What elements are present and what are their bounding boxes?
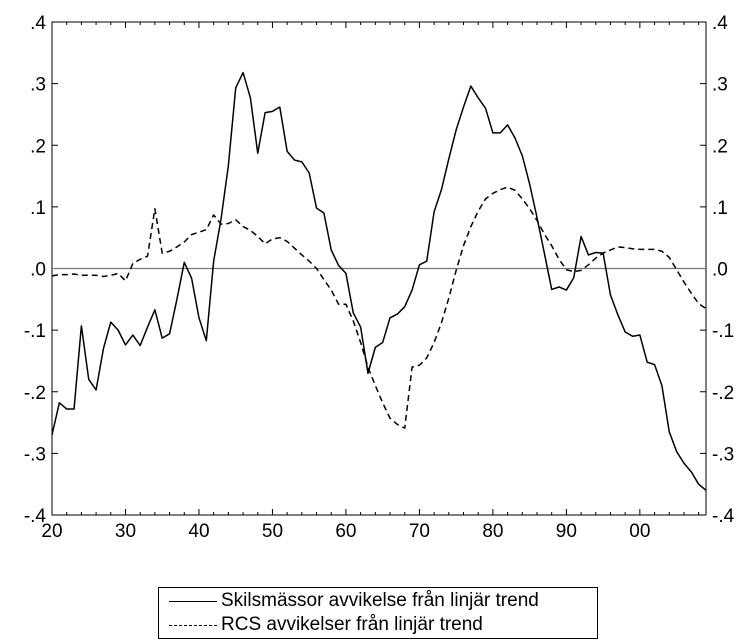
y-tick-label-left: -.4	[24, 506, 47, 527]
x-tick-label: 50	[262, 521, 283, 542]
x-tick-label: 20	[41, 521, 62, 542]
legend-label-rcs: RCS avvikelser från linjär trend	[221, 614, 483, 635]
x-tick-label: 80	[482, 521, 503, 542]
y-tick-label-left: .4	[30, 13, 46, 34]
y-tick-label-left: .0	[30, 260, 46, 281]
axis-tick-labels: 20 30 40 50 60 70 80 90 00 .4 .4 .3 .3 .2 .2 .1 .1 .0 .0 -.…	[24, 13, 735, 542]
y-tick-label-left: -.3	[24, 444, 46, 465]
y-tick-label-left: .3	[30, 75, 46, 96]
x-tick-label: 70	[409, 521, 430, 542]
y-tick-label-right: -.1	[712, 321, 734, 342]
series-line-rcs	[51, 186, 707, 429]
x-tick-label: 00	[629, 521, 650, 542]
y-tick-label-left: .1	[30, 198, 46, 219]
y-tick-label-right: .3	[712, 75, 728, 96]
x-tick-label: 90	[556, 521, 577, 542]
y-tick-label-right: -.4	[712, 506, 735, 527]
y-tick-label-left: -.1	[24, 321, 46, 342]
legend: Skilsmässor avvikelse från linjär trend …	[158, 587, 598, 639]
y-tick-label-left: -.2	[24, 383, 46, 404]
y-tick-label-right: -.3	[712, 444, 734, 465]
y-tick-label-right: .0	[712, 260, 728, 281]
line-chart: 20 30 40 50 60 70 80 90 00 .4 .4 .3 .3 .2 .2 .1 .1 .0 .0 -.…	[24, 13, 735, 542]
legend-label-divorces: Skilsmässor avvikelse från linjär trend	[221, 590, 539, 611]
y-tick-label-right: -.2	[712, 383, 734, 404]
series-layer	[51, 71, 707, 491]
y-tick-label-right: .2	[712, 136, 728, 157]
legend-entry-divorces: Skilsmässor avvikelse från linjär trend	[159, 590, 539, 612]
legend-swatch-dashed	[169, 624, 217, 626]
legend-swatch-solid	[169, 600, 217, 602]
axis-ticks	[51, 21, 706, 516]
y-tick-label-right: .1	[712, 198, 728, 219]
series-line-divorces	[51, 71, 707, 491]
y-tick-label-right: .4	[712, 13, 728, 34]
y-tick-label-left: .2	[30, 136, 46, 157]
legend-entry-rcs: RCS avvikelser från linjär trend	[159, 614, 483, 636]
x-tick-label: 30	[115, 521, 136, 542]
x-tick-label: 40	[188, 521, 209, 542]
x-tick-label: 60	[335, 521, 356, 542]
